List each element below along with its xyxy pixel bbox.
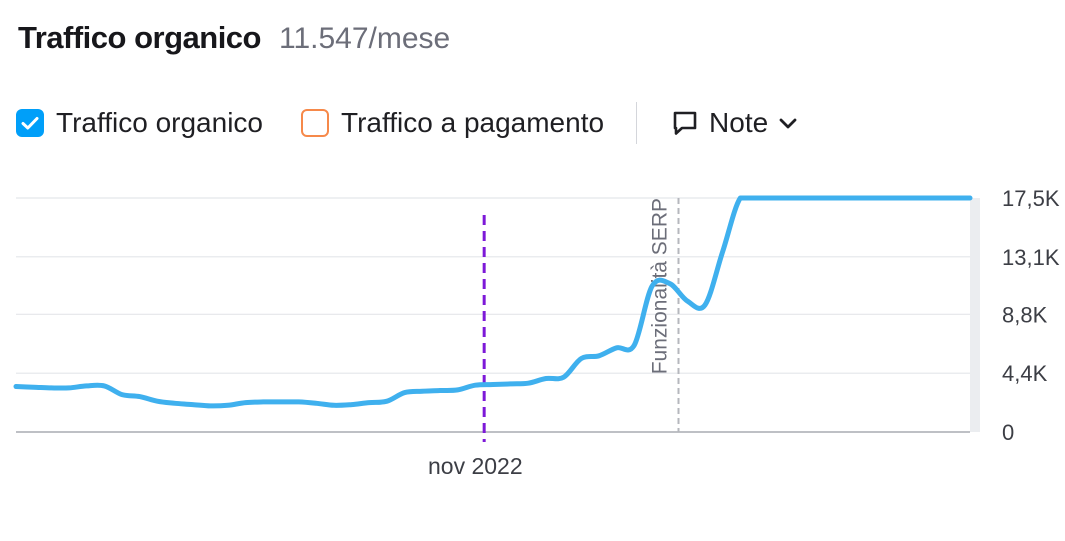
chart-header: Traffico organico 11.547/mese [18, 20, 450, 56]
organic-checkbox[interactable] [16, 109, 44, 137]
legend: Traffico organico Traffico a pagamento N… [16, 102, 798, 144]
notes-dropdown[interactable]: Note [671, 107, 798, 139]
legend-paid-toggle[interactable]: Traffico a pagamento [301, 107, 604, 139]
x-axis-labels: nov 2022 [428, 453, 523, 479]
notes-label: Note [709, 107, 769, 138]
chart-grid [16, 197, 980, 433]
speech-bubble-icon [671, 109, 699, 137]
chevron-down-icon [778, 116, 798, 130]
traffic-value: 11.547/mese [278, 22, 451, 55]
x-tick-label: nov 2022 [428, 453, 523, 479]
chart-annotations: Funzionalità SERP [482, 198, 680, 442]
y-tick-label: 0 [1002, 420, 1014, 445]
legend-paid-label: Traffico a pagamento [341, 107, 605, 138]
paid-checkbox[interactable] [301, 109, 329, 137]
series-line-organic [13, 195, 973, 409]
y-axis-labels: 0 4,4K 8,8K 13,1K 17,5K [1002, 186, 1060, 445]
y-axis-band [970, 198, 980, 432]
legend-organic-toggle[interactable]: Traffico organico [16, 107, 263, 139]
y-tick-label: 13,1K [1002, 245, 1060, 270]
y-tick-label: 4,4K [1002, 361, 1048, 386]
check-icon [21, 117, 39, 130]
serp-event-label: Funzionalità SERP [649, 198, 672, 374]
chart-series [13, 195, 973, 409]
y-tick-label: 8,8K [1002, 302, 1048, 327]
legend-divider [636, 102, 638, 144]
legend-organic-label: Traffico organico [56, 107, 263, 138]
y-tick-label: 17,5K [1002, 186, 1060, 211]
organic-traffic-chart: Funzionalità SERP 0 4,4K 8,8K 13,1K 17,5K no… [13, 186, 1060, 479]
chart-title: Traffico organico [18, 20, 261, 55]
